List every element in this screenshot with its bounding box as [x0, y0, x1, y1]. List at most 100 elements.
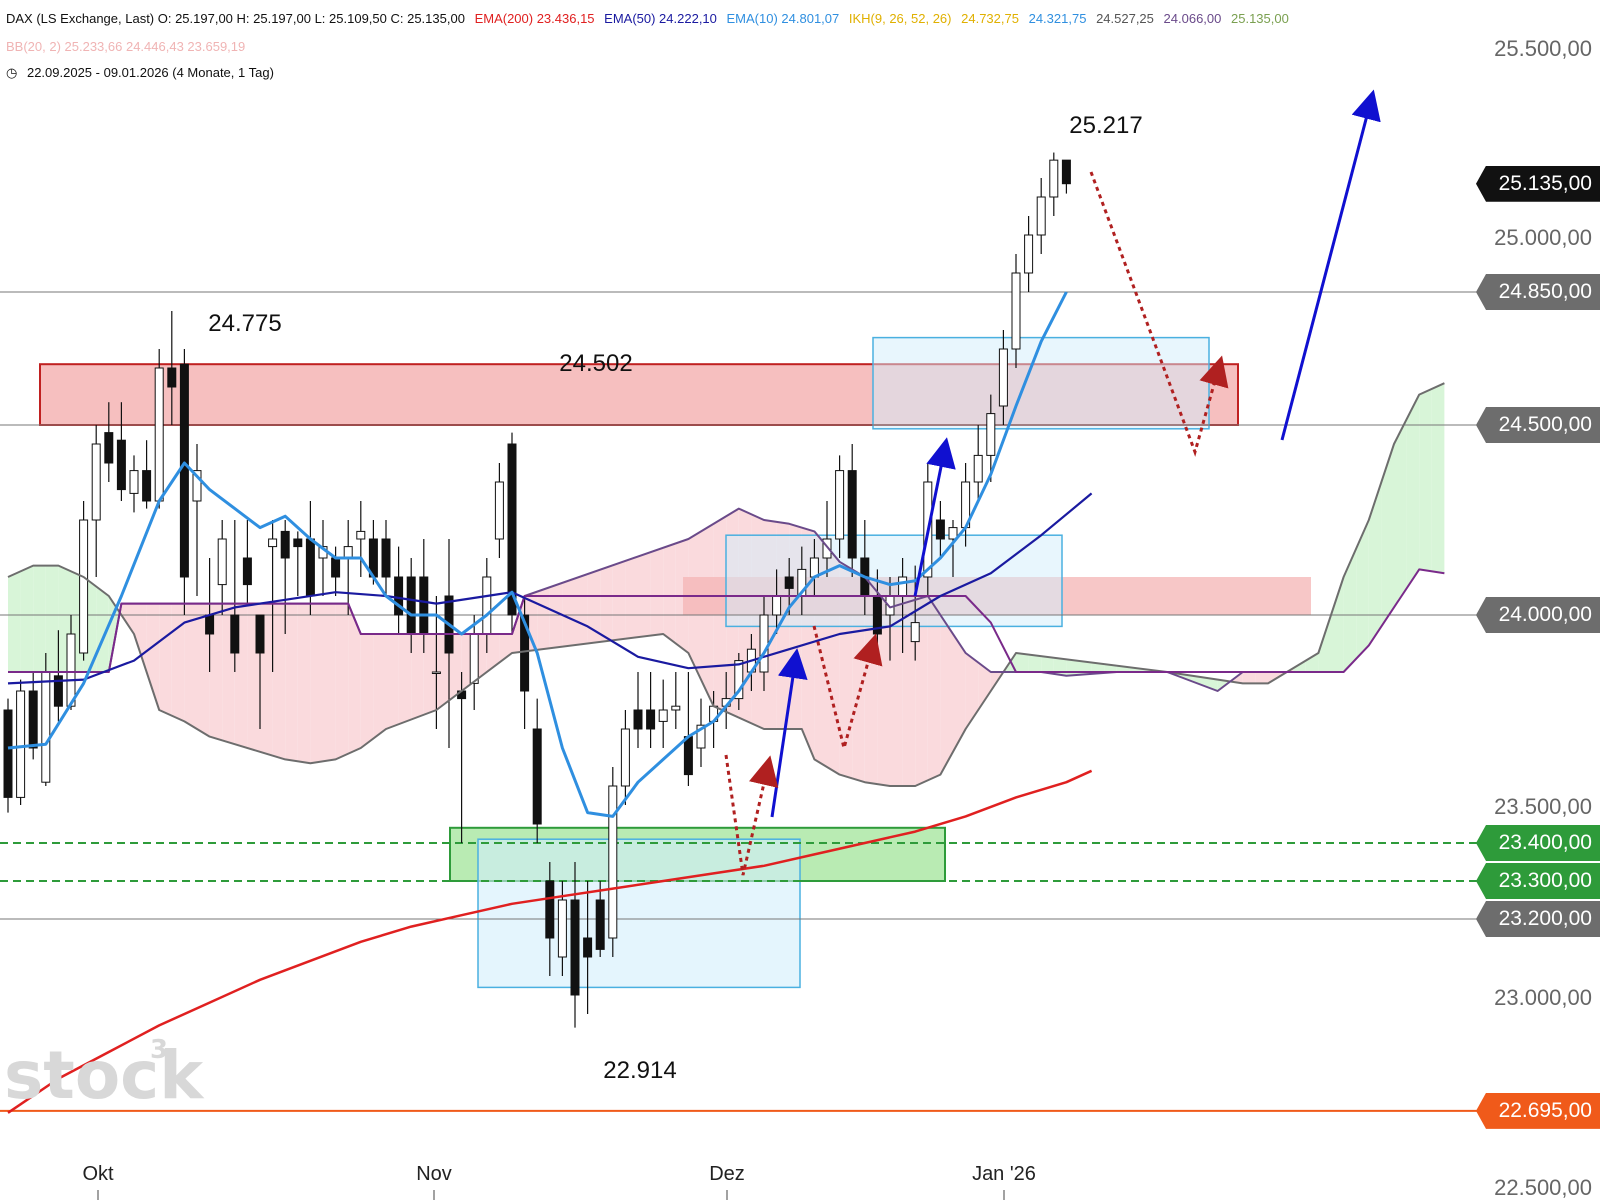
ichimoku-cloud-segment [373, 634, 386, 739]
ichimoku-cloud-segment [20, 565, 34, 672]
ichimoku-cloud-segment [1104, 664, 1117, 673]
x-tick-label: Dez [709, 1163, 745, 1185]
candle-body [948, 527, 958, 540]
candle-body [205, 614, 215, 635]
candle-body [835, 470, 845, 540]
annotation-level-24502: 24.502 [559, 350, 632, 377]
ichimoku-cloud-segment [575, 574, 588, 646]
ichimoku-cloud-segment [1255, 672, 1268, 684]
ema10-line [7, 291, 1068, 818]
ichimoku-cloud-segment [927, 596, 941, 781]
candle-body [53, 675, 63, 707]
candle-body [734, 660, 744, 700]
ichimoku-cloud-segment [184, 603, 197, 729]
candle-body [1049, 159, 1059, 198]
ichimoku-cloud-segment [1242, 672, 1256, 684]
ichimoku-cloud-segment [171, 603, 185, 722]
ichimoku-cloud-segment [1205, 677, 1218, 691]
ichimoku-cloud-segment [537, 587, 550, 650]
candle-body [406, 576, 416, 635]
legend-ema10: EMA(10) 24.801,07 [726, 11, 840, 26]
candle-body [1036, 196, 1046, 236]
ema200-line [7, 769, 1093, 1114]
ichimoku-cloud-segment [638, 552, 651, 638]
ichimoku-cloud-segment [323, 603, 336, 762]
yaxis: 25.500,00 25.000,00 23.500,00 23.000,00 … [1494, 36, 1592, 1200]
candle-body [3, 709, 13, 798]
candle-body [696, 724, 706, 749]
ichimoku-cloud-segment [549, 582, 563, 649]
ichimoku-cloud-segment [398, 634, 412, 725]
candle-body [142, 470, 152, 502]
candle-body [583, 937, 593, 958]
candle-body [280, 530, 290, 559]
ichimoku-cloud-segment [499, 634, 512, 663]
candle-body [532, 728, 542, 825]
candle-body [293, 538, 303, 548]
y-tick-label: 25.000,00 [1494, 225, 1592, 250]
clock-icon: ◷ [6, 65, 18, 80]
candle-body [381, 538, 391, 578]
ichimoku-cloud-segment [1331, 577, 1344, 672]
ichimoku-cloud-segment [1028, 654, 1042, 672]
legend-ema200: EMA(200) 23.436,15 [474, 11, 595, 26]
candle-body [620, 728, 630, 787]
legend-ikh-value: 24.321,75 [1028, 11, 1087, 26]
legend-ikh-value: 24.732,75 [961, 11, 1019, 26]
ichimoku-cloud-segment [1066, 659, 1079, 676]
candle-body [658, 709, 668, 722]
x-tick-label: Jan '26 [972, 1163, 1036, 1185]
ichimoku-cloud-segment [360, 634, 374, 748]
candle-body [784, 576, 794, 589]
annotation-high-24775: 24.775 [208, 310, 281, 337]
ichimoku-cloud-segment [386, 634, 399, 729]
y-tick-label: 23.500,00 [1494, 794, 1592, 819]
candle-body [1011, 272, 1021, 350]
candle-body [41, 671, 51, 783]
candle-body [595, 899, 605, 950]
zone-layer [39, 336, 1311, 989]
candle-body [230, 614, 240, 654]
candle-body [998, 348, 1008, 407]
price-badge: 23.400,00 [1476, 825, 1600, 861]
candle-body [331, 557, 341, 578]
candle-body [1061, 159, 1071, 185]
ichimoku-cloud-segment [146, 603, 160, 710]
ichimoku-cloud-segment [1431, 383, 1445, 574]
range-legend: ◷ 22.09.2025 - 09.01.2026 (4 Monate, 1 T… [6, 64, 280, 82]
ichimoku-cloud-segment [411, 634, 424, 720]
legend-ema50: EMA(50) 24.222,10 [604, 11, 717, 26]
forecast-path-dotted [724, 754, 779, 876]
ichimoku-cloud-segment [1406, 394, 1420, 589]
candle-body [419, 576, 429, 635]
candle-body [482, 576, 492, 635]
price-badge: 24.500,00 [1476, 407, 1600, 443]
candle-body [772, 595, 782, 616]
ichimoku-cloud-segment [1368, 482, 1382, 646]
candle-body [507, 443, 517, 616]
ichimoku-cloud-segment [1192, 675, 1205, 687]
forecast-path-dotted [812, 625, 883, 754]
svg-text:3: 3 [150, 1035, 168, 1065]
candle-body [116, 439, 126, 491]
candle-body [167, 367, 177, 388]
annotation-low-22914: 22.914 [603, 1057, 676, 1084]
candle-body [217, 538, 227, 586]
ichimoku-cloud-segment [978, 662, 991, 710]
kijun-line [8, 568, 1445, 673]
chart-legend: DAX (LS Exchange, Last) O: 25.197,00 H: … [6, 10, 1295, 28]
candle-body [557, 899, 567, 958]
x-tick-label: Okt [82, 1163, 114, 1185]
candle-body [154, 367, 164, 502]
bb-legend: BB(20, 2) 25.233,66 24.446,43 23.659,19 [6, 38, 251, 56]
hline-layer [0, 291, 1490, 1112]
ichimoku-cloud-segment [562, 578, 575, 647]
blue-box-low [477, 838, 801, 989]
date-range: 22.09.2025 - 09.01.2026 (4 Monate, 1 Tag… [26, 65, 274, 80]
candle-body [633, 709, 643, 730]
candle-body [973, 454, 983, 483]
candle-body [898, 576, 908, 597]
candle-body [305, 538, 315, 597]
legend-ikh-value: 24.066,00 [1163, 11, 1222, 26]
